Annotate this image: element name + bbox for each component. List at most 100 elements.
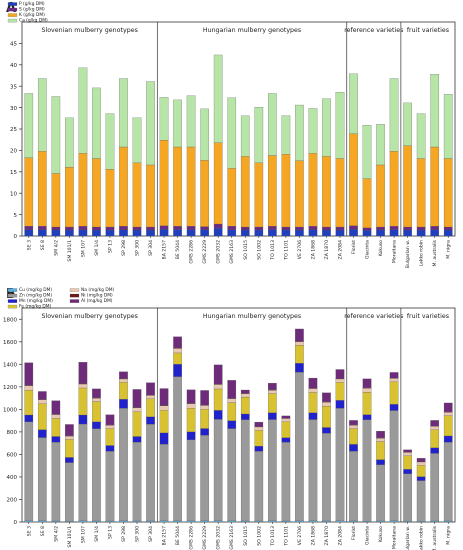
bar-segment: [240, 156, 250, 228]
bar-segment: [335, 378, 345, 383]
bar-segment: [159, 225, 169, 230]
bar-segment: [132, 226, 142, 231]
bar-segment: [443, 94, 453, 159]
x-tick-label: Lakko robin: [419, 526, 425, 550]
x-tick-label: SE 8: [40, 240, 46, 250]
bar-segment: [146, 81, 155, 166]
bar-segment: [376, 430, 385, 438]
bar-segment: [349, 133, 358, 226]
bar-segment: [132, 411, 142, 437]
bar-segment: [240, 229, 250, 237]
bar-segment: [443, 412, 453, 416]
bar-segment: [132, 442, 142, 522]
bar-segment: [268, 93, 277, 156]
bar-segment: [186, 389, 196, 404]
bar-segment: [430, 146, 440, 227]
x-tick-label: GMS 2229: [202, 526, 208, 550]
bar-segment: [173, 376, 182, 521]
legend-label: Mn (mg/kg DM): [19, 298, 53, 304]
bar-segment: [213, 419, 223, 521]
bar-segment: [308, 153, 318, 227]
x-tick-label: GMS 2163: [229, 526, 235, 550]
bar-segment: [132, 407, 142, 412]
bar-segment: [281, 226, 291, 231]
bar-segment: [403, 473, 412, 522]
bar-segment: [281, 442, 291, 522]
x-tick-label: SP 304: [148, 526, 154, 542]
x-tick-label: SM 1/4: [94, 526, 100, 542]
bar-segment: [240, 393, 250, 398]
x-tick-label: SM 4/2: [53, 240, 59, 256]
x-tick-label: Moraitana: [392, 240, 398, 263]
bar-segment: [213, 142, 223, 225]
bar-segment: [443, 435, 453, 443]
bar-segment: [322, 520, 331, 523]
bar-segment: [403, 145, 412, 228]
bar-segment: [403, 102, 412, 146]
bar-segment: [65, 439, 74, 458]
bar-segment: [159, 444, 169, 521]
bar-segment: [24, 385, 34, 391]
bar-segment: [92, 229, 101, 237]
bar-segment: [295, 363, 304, 373]
bar-segment: [24, 226, 34, 230]
x-tick-label: Bulgarian w.: [405, 526, 411, 550]
bar-segment: [416, 113, 426, 159]
bar-segment: [227, 428, 237, 521]
y-tick-label: 1600: [3, 340, 17, 346]
bar-segment: [37, 429, 47, 438]
group-label: Slovenian mulberry genotypes: [41, 27, 137, 34]
bar-segment: [281, 437, 291, 443]
bar-segment: [146, 164, 155, 228]
bar-segment: [132, 229, 142, 237]
bar-segment: [268, 229, 277, 237]
bar-segment: [213, 364, 223, 385]
bar-segment: [173, 348, 182, 354]
x-tick-label: M. australis: [432, 239, 438, 266]
x-tick-label: GMS 2229: [202, 240, 208, 264]
y-tick-label: 200: [7, 498, 18, 504]
bar-segment: [105, 229, 115, 237]
bar-segment: [240, 389, 250, 394]
bar-segment: [78, 414, 88, 425]
x-tick-label: M. nigra: [446, 526, 452, 545]
bar-segment: [389, 520, 399, 523]
bar-segment: [349, 520, 358, 523]
bar-segment: [119, 520, 128, 523]
bar-segment: [281, 415, 291, 419]
bar-segment: [200, 435, 209, 521]
bar-segment: [322, 433, 331, 522]
x-tick-label: Kokuso: [378, 526, 384, 542]
group-label: fruit varieties: [407, 313, 449, 320]
bar-segment: [322, 402, 331, 407]
bar-segment: [146, 423, 155, 522]
bar-segment: [335, 226, 345, 231]
bar-segment: [295, 341, 304, 346]
bar-segment: [308, 412, 318, 420]
x-tick-label: Kokuso: [378, 240, 384, 256]
bar-segment: [24, 390, 34, 416]
legend-swatch: [69, 293, 80, 298]
x-tick-label: TO 1101: [283, 526, 289, 547]
bar-segment: [24, 362, 34, 386]
bar-segment: [92, 428, 101, 522]
bar-segment: [443, 415, 453, 437]
bar-segment: [430, 74, 440, 148]
bar-segment: [362, 419, 372, 522]
y-tick-label: 45: [10, 42, 17, 48]
bar-segment: [403, 469, 412, 474]
bar-segment: [362, 520, 372, 523]
bar-segment: [240, 520, 250, 523]
legend-swatch: [69, 288, 80, 292]
bar-segment: [443, 158, 453, 228]
bar-segment: [186, 439, 196, 521]
bar-segment: [159, 410, 169, 434]
bar-segment: [268, 155, 277, 227]
x-tick-label: TO 1013: [270, 526, 276, 547]
y-tick-label: 1200: [3, 385, 17, 391]
bar-segment: [78, 423, 88, 521]
y-tick-label: 5: [14, 213, 18, 219]
legend-label: Al (mg/kg DM): [81, 298, 113, 304]
bar-segment: [335, 92, 345, 159]
